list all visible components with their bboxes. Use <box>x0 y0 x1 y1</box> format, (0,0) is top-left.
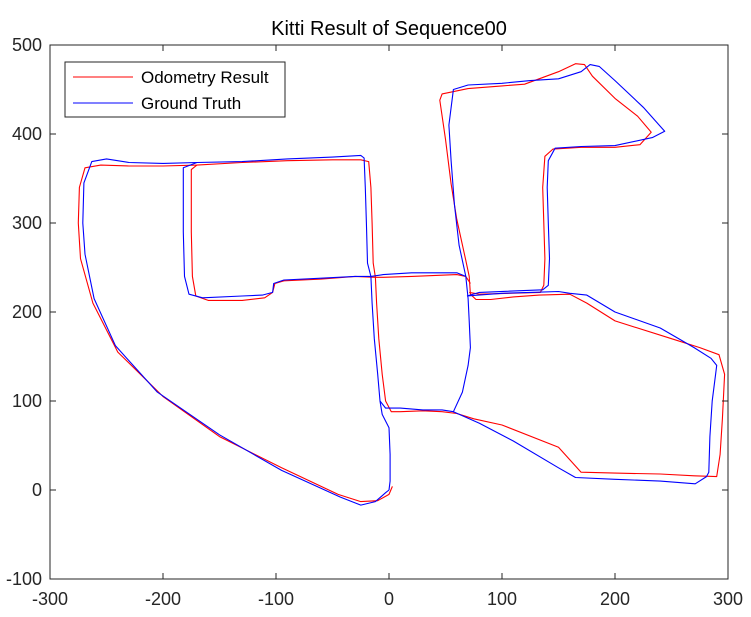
series-0-path-2 <box>190 164 376 301</box>
plot-area <box>50 45 728 579</box>
legend[interactable]: Odometry Result Ground Truth <box>64 61 286 118</box>
series-0-path-0 <box>77 63 726 503</box>
series-1-path-3 <box>370 272 467 277</box>
x-tick-label: -100 <box>258 589 294 609</box>
series-1-path-4 <box>182 161 371 299</box>
y-tick-label: 300 <box>12 213 42 233</box>
x-tick-label: 100 <box>487 589 517 609</box>
legend-label-ground-truth: Ground Truth <box>141 94 241 113</box>
x-tick-label: -300 <box>32 589 68 609</box>
legend-box <box>64 61 286 118</box>
x-tick-label: 200 <box>600 589 630 609</box>
chart-title: Kitti Result of Sequence00 <box>271 18 507 40</box>
x-tick-label: 300 <box>713 589 743 609</box>
y-tick-label: 400 <box>12 124 42 144</box>
y-tick-label: 0 <box>32 480 42 500</box>
y-tick-label: -100 <box>6 569 42 589</box>
x-tick-label: -200 <box>145 589 181 609</box>
series-1-path-2 <box>453 290 718 485</box>
series-layer <box>77 63 726 506</box>
y-tick-label: 200 <box>12 302 42 322</box>
legend-label-odometry: Odometry Result <box>141 68 269 87</box>
series-1-path-1 <box>379 64 666 413</box>
series-0-path-1 <box>375 274 471 284</box>
y-tick-label: 100 <box>12 391 42 411</box>
axes-layer: -300 -200 -100 0 100 200 300 -100 0 100 200 300 400 5… <box>6 35 743 609</box>
series-1-path-0 <box>82 154 391 506</box>
x-tick-label: 0 <box>384 589 394 609</box>
y-tick-label: 500 <box>12 35 42 55</box>
